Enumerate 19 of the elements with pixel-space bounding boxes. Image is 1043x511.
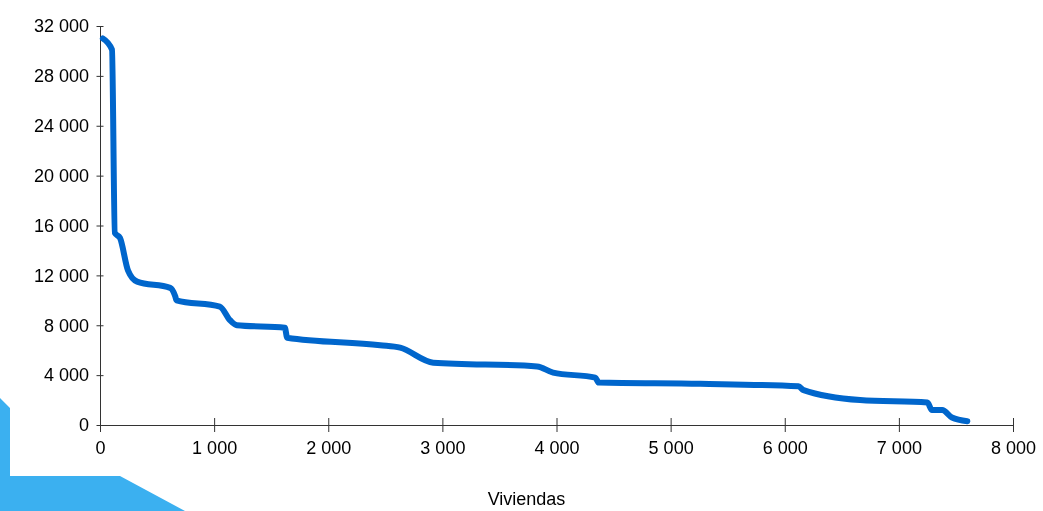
y-tick-label: 4 000 [43, 365, 89, 386]
y-tick-label: 16 000 [33, 215, 89, 236]
y-tick-label: 12 000 [33, 265, 89, 286]
x-axis-title: Viviendas [487, 489, 566, 509]
x-tick-label: 4 000 [534, 437, 580, 458]
y-tick-label: 32 000 [33, 16, 89, 37]
y-tick-label: 0 [78, 415, 89, 436]
x-tick-label: 7 000 [876, 437, 922, 458]
x-tick-label: 2 000 [306, 437, 352, 458]
x-tick-label: 5 000 [648, 437, 694, 458]
x-tick-label: 3 000 [420, 437, 466, 458]
x-tick-label: 8 000 [990, 437, 1037, 458]
x-tick-label: 1 000 [192, 437, 238, 458]
x-tick-label: 6 000 [762, 437, 808, 458]
y-tick-label: 8 000 [43, 315, 89, 336]
y-tick-label: 28 000 [33, 66, 89, 87]
y-tick-label: 24 000 [33, 116, 89, 137]
y-tick-label: 20 000 [33, 165, 89, 186]
x-tick-label: 0 [95, 437, 106, 458]
